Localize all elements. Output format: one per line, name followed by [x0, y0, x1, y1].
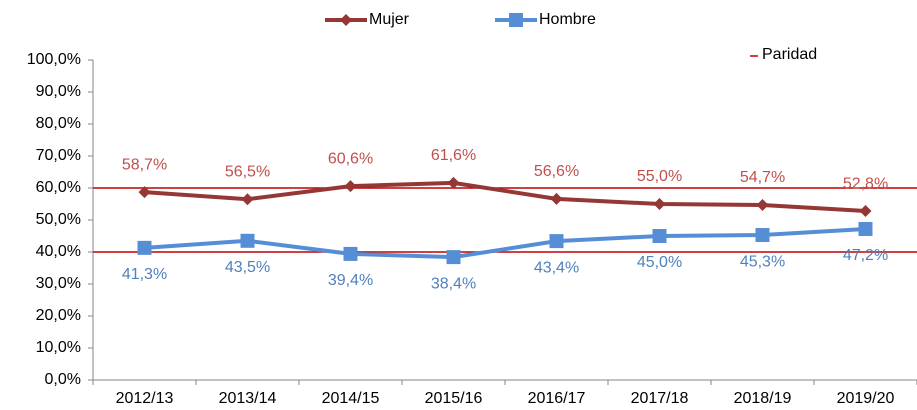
y-tick-label: 90,0% [36, 83, 81, 100]
marker [549, 234, 564, 249]
x-tick-label: 2013/14 [219, 390, 277, 407]
marker [240, 233, 255, 248]
data-label: 47,2% [843, 247, 888, 264]
marker [138, 186, 151, 199]
data-label: 60,6% [328, 150, 373, 167]
legend-marker [340, 14, 352, 26]
y-tick-label: 20,0% [36, 307, 81, 324]
legend-label: Paridad [762, 46, 817, 63]
y-tick-label: 0,0% [45, 371, 81, 388]
marker [241, 193, 254, 206]
marker [446, 250, 461, 265]
series-line [144, 180, 866, 214]
y-tick-label: 80,0% [36, 115, 81, 132]
data-label: 43,5% [225, 259, 270, 276]
y-tick-label: 40,0% [36, 243, 81, 260]
x-tick-label: 2016/17 [528, 390, 586, 407]
series-line [144, 226, 866, 260]
y-tick-label: 70,0% [36, 147, 81, 164]
marker [550, 192, 563, 205]
data-label: 56,5% [225, 163, 270, 180]
marker [344, 180, 357, 193]
data-label: 45,0% [637, 254, 682, 271]
data-label: 39,4% [328, 272, 373, 289]
data-label: 54,7% [740, 169, 785, 186]
data-label: 61,6% [431, 147, 476, 164]
x-tick-label: 2019/20 [837, 390, 895, 407]
x-tick-label: 2014/15 [322, 390, 380, 407]
marker [652, 229, 667, 243]
data-label: 55,0% [637, 168, 682, 185]
marker [756, 198, 769, 211]
marker [858, 221, 873, 236]
legend-label: Hombre [539, 11, 596, 28]
marker [447, 176, 460, 189]
marker [343, 246, 358, 261]
x-tick-label: 2018/19 [734, 390, 792, 407]
legend-label: Mujer [369, 11, 410, 28]
data-label: 45,3% [740, 253, 785, 270]
x-tick-label: 2015/16 [425, 390, 483, 407]
marker [137, 240, 152, 255]
data-label: 58,7% [122, 156, 167, 173]
x-tick-label: 2017/18 [631, 390, 689, 407]
y-tick-label: 100,0% [27, 51, 81, 68]
y-tick-label: 30,0% [36, 275, 81, 292]
data-label: 56,6% [534, 163, 579, 180]
data-label: 41,3% [122, 266, 167, 283]
y-tick-label: 50,0% [36, 211, 81, 228]
marker [755, 228, 770, 243]
marker [653, 198, 666, 210]
y-tick-label: 60,0% [36, 179, 81, 196]
legend-marker [509, 13, 523, 27]
data-label: 38,4% [431, 275, 476, 292]
y-tick-label: 10,0% [36, 339, 81, 356]
data-label: 43,4% [534, 259, 579, 276]
marker [859, 205, 872, 218]
x-tick-label: 2012/13 [116, 390, 174, 407]
data-label: 52,8% [843, 175, 888, 192]
